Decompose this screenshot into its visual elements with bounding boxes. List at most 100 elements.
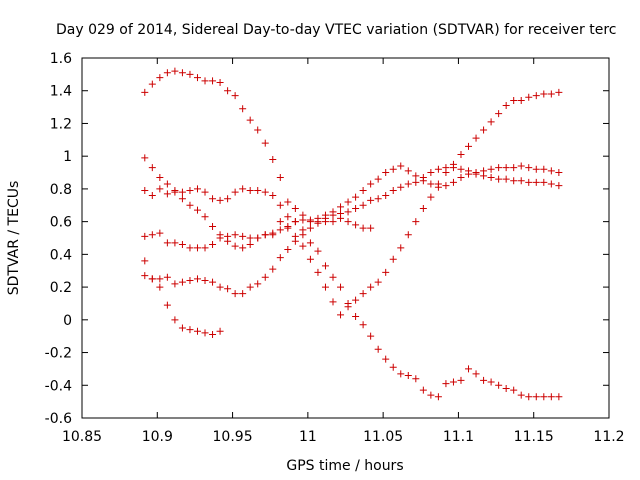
data-point — [163, 190, 171, 198]
data-point — [374, 345, 382, 353]
data-point — [352, 221, 360, 229]
data-point — [141, 272, 149, 280]
x-tick-label: 11 — [299, 429, 317, 445]
data-point — [216, 234, 224, 242]
data-point — [329, 211, 337, 219]
data-point — [540, 178, 548, 186]
data-point — [209, 241, 217, 249]
data-point — [209, 195, 217, 203]
data-point — [367, 180, 375, 188]
data-point — [209, 278, 217, 286]
data-point — [201, 244, 209, 252]
data-point — [141, 257, 149, 265]
data-point — [502, 164, 510, 172]
data-point — [502, 101, 510, 109]
data-point — [201, 329, 209, 337]
data-point — [382, 169, 390, 177]
data-point — [171, 239, 179, 247]
data-point — [284, 213, 292, 221]
data-point — [337, 209, 345, 217]
data-point — [434, 183, 442, 191]
data-point — [329, 298, 337, 306]
data-point — [276, 218, 284, 226]
data-point — [540, 165, 548, 173]
data-point — [532, 178, 540, 186]
data-point — [510, 164, 518, 172]
data-point — [465, 365, 473, 373]
data-point — [427, 391, 435, 399]
data-point — [209, 223, 217, 231]
data-point — [156, 173, 164, 181]
data-point — [532, 393, 540, 401]
data-point — [532, 165, 540, 173]
plot-frame — [81, 57, 610, 419]
data-point — [555, 182, 563, 190]
data-point — [457, 376, 465, 384]
data-point — [246, 187, 254, 195]
data-point — [171, 316, 179, 324]
data-point — [193, 244, 201, 252]
data-point — [193, 74, 201, 82]
data-point — [487, 118, 495, 126]
data-point — [419, 205, 427, 213]
data-point — [525, 164, 533, 172]
series-3 — [141, 185, 563, 401]
data-point — [540, 393, 548, 401]
data-point — [156, 283, 164, 291]
data-point — [367, 196, 375, 204]
data-point — [457, 151, 465, 159]
data-point — [344, 299, 352, 307]
data-point — [209, 331, 217, 339]
data-point — [337, 283, 345, 291]
y-tick-label: 0.2 — [50, 280, 72, 296]
data-point — [389, 363, 397, 371]
data-point — [329, 273, 337, 281]
data-point — [231, 231, 239, 239]
data-point — [231, 188, 239, 196]
data-point — [239, 290, 247, 298]
data-point — [254, 126, 262, 134]
data-point — [276, 173, 284, 181]
data-point — [291, 237, 299, 245]
y-tick-label: 1.2 — [50, 116, 72, 132]
data-point — [216, 283, 224, 291]
y-tick-label: 0.6 — [50, 215, 72, 231]
data-point — [480, 376, 488, 384]
y-axis-ticks: -0.6 -0.4 -0.2 0 0.2 0.4 0.6 0.8 1 1.2 1.4 1.6 — [45, 51, 609, 427]
x-tick-label: 11.05 — [363, 429, 403, 445]
data-point — [178, 188, 186, 196]
data-point — [163, 301, 171, 309]
data-point — [427, 169, 435, 177]
data-point — [261, 273, 269, 281]
data-point — [163, 69, 171, 77]
data-point — [163, 273, 171, 281]
data-point — [148, 191, 156, 199]
data-point — [434, 165, 442, 173]
data-point — [517, 391, 525, 399]
data-point — [254, 280, 262, 288]
data-point — [352, 296, 360, 304]
data-point — [224, 195, 232, 203]
series-4 — [141, 162, 563, 252]
data-point — [171, 67, 179, 75]
data-point — [299, 242, 307, 250]
x-tick-label: 11.2 — [593, 429, 624, 445]
data-point — [352, 205, 360, 213]
data-point — [284, 245, 292, 253]
data-point — [389, 255, 397, 263]
data-point — [299, 216, 307, 224]
data-point — [284, 198, 292, 206]
data-point — [495, 164, 503, 172]
data-point — [156, 275, 164, 283]
data-point — [517, 162, 525, 170]
data-point — [457, 173, 465, 181]
data-point — [239, 232, 247, 240]
data-point — [276, 201, 284, 209]
data-point — [352, 193, 360, 201]
data-point — [465, 167, 473, 175]
series-5 — [141, 164, 563, 298]
x-axis-ticks: 10.85 10.9 10.95 11 11.05 11.1 11.15 11.2 — [62, 58, 625, 445]
data-point — [359, 187, 367, 195]
series-6 — [141, 257, 224, 339]
